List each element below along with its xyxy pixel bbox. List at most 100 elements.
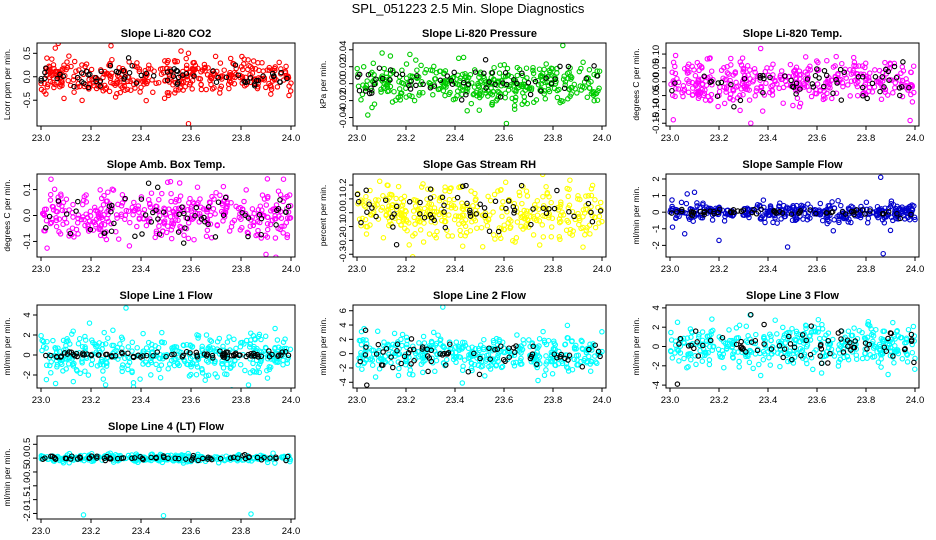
data-point [185, 220, 192, 226]
data-point [135, 203, 142, 209]
data-point [491, 191, 498, 198]
data-point [578, 358, 584, 365]
data-point [859, 329, 865, 336]
data-point [861, 83, 867, 89]
reference-point [481, 205, 488, 211]
data-point [892, 343, 898, 349]
data-point [251, 210, 257, 217]
data-point [442, 79, 448, 86]
data-point [114, 215, 120, 221]
data-point [530, 70, 537, 77]
data-point [733, 79, 739, 86]
reference-point [460, 183, 466, 190]
data-point [68, 63, 74, 70]
x-tick-label: 23.4 [132, 264, 151, 275]
data-point [887, 227, 894, 234]
data-point [85, 372, 92, 378]
plot-frame [665, 42, 920, 127]
data-point [123, 305, 129, 311]
data-point [79, 62, 85, 68]
data-point [698, 64, 705, 70]
data-point [549, 371, 556, 377]
reference-point [672, 80, 678, 86]
data-point [231, 336, 237, 343]
data-point [866, 84, 873, 91]
data-point [488, 74, 495, 81]
data-point [588, 203, 594, 210]
data-point [496, 336, 502, 343]
data-point [592, 359, 599, 365]
data-point [82, 337, 89, 343]
x-tick-label: 23.8 [232, 526, 251, 537]
reference-point [362, 88, 369, 94]
reference-point [148, 219, 155, 225]
data-point [187, 361, 194, 368]
data-point [245, 230, 252, 237]
reference-point [156, 231, 163, 237]
panel-title: Slope Li-820 Pressure [422, 28, 537, 40]
data-point [237, 361, 244, 368]
data-point [197, 196, 203, 202]
reference-point [232, 62, 239, 68]
reference-point [138, 72, 145, 79]
data-point [44, 338, 50, 345]
data-point [812, 328, 819, 335]
data-point [429, 67, 436, 74]
reference-point [179, 204, 185, 210]
reference-point [77, 454, 83, 460]
reference-point [187, 350, 193, 356]
reference-point [482, 57, 489, 63]
data-point [703, 350, 709, 357]
data-point [193, 371, 200, 378]
data-point [817, 88, 823, 94]
data-point [406, 242, 412, 248]
data-point [585, 193, 592, 199]
data-point [193, 361, 200, 367]
data-point [580, 244, 586, 250]
data-point [280, 357, 286, 364]
data-point [145, 219, 152, 225]
data-point [250, 222, 257, 229]
reference-point [694, 339, 700, 345]
data-point [73, 68, 79, 74]
reference-point [74, 353, 80, 360]
data-point [863, 336, 869, 343]
data-point [274, 337, 281, 343]
reference-point [190, 455, 196, 461]
data-point [832, 63, 838, 69]
data-point [177, 193, 184, 199]
data-point [524, 208, 530, 214]
reference-point [834, 80, 840, 86]
data-point [762, 219, 768, 226]
data-point [462, 71, 468, 77]
y-tick-label: 4 [338, 322, 349, 327]
reference-point [130, 354, 137, 361]
reference-point [879, 210, 886, 217]
data-point [798, 71, 804, 78]
reference-point [383, 345, 390, 352]
data-point [374, 328, 381, 335]
data-point [472, 207, 479, 214]
data-point [222, 371, 228, 377]
x-tick-label: 23.8 [857, 133, 876, 144]
reference-point [789, 83, 796, 90]
reference-point [486, 345, 492, 351]
panel-title: Slope Amb. Box Temp. [107, 159, 226, 171]
data-point [867, 352, 873, 358]
data-point [248, 330, 254, 336]
reference-point [844, 337, 851, 343]
data-point [882, 59, 888, 66]
data-point [904, 352, 911, 358]
data-point [869, 89, 876, 95]
data-point [709, 347, 716, 353]
data-point [159, 459, 166, 466]
data-point [430, 92, 436, 98]
reference-point [67, 230, 74, 237]
data-point [420, 369, 426, 376]
reference-point [817, 343, 824, 349]
reference-point [183, 70, 190, 77]
data-point [434, 228, 440, 235]
data-point [521, 207, 527, 214]
